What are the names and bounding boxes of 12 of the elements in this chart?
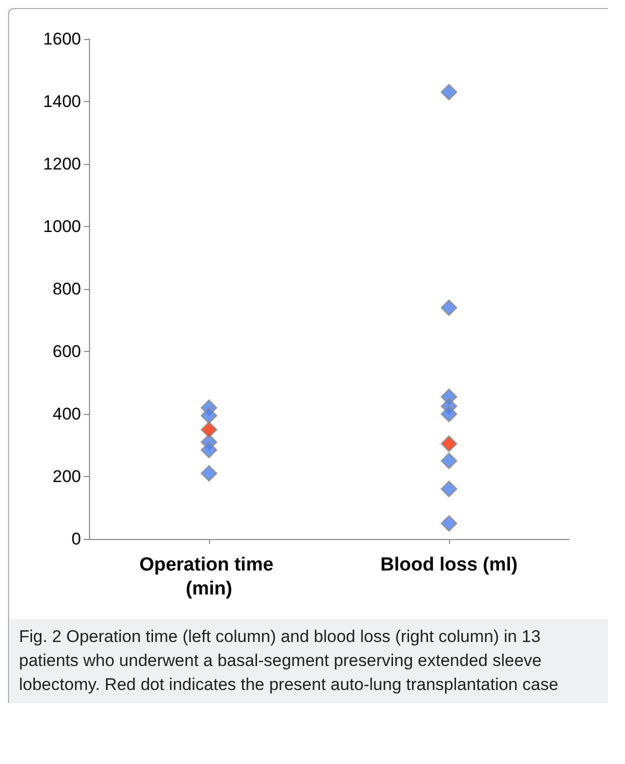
y-tick-label: 1200 bbox=[43, 154, 81, 174]
y-tick-label: 0 bbox=[72, 530, 81, 548]
y-tick-label: 1400 bbox=[43, 92, 81, 111]
y-tick-label: 200 bbox=[52, 467, 81, 486]
y-tick-label: 1600 bbox=[43, 30, 81, 48]
y-tick-label: 400 bbox=[52, 404, 81, 424]
x-tick-label: Operation time (min) bbox=[139, 554, 279, 600]
caption: Fig. 2 Operation time (left column) and blood loss (right column) in 13 patients who underwent a basal-segment preserving extended sleeve lobectomy. Red dot indicates the present auto-lung transplantation case bbox=[9, 619, 608, 703]
y-tick-label: 1000 bbox=[43, 217, 81, 236]
y-tick-label: 800 bbox=[52, 280, 81, 298]
x-tick-label: Blood loss (ml) bbox=[380, 554, 518, 576]
y-tick-label: 600 bbox=[52, 342, 81, 361]
